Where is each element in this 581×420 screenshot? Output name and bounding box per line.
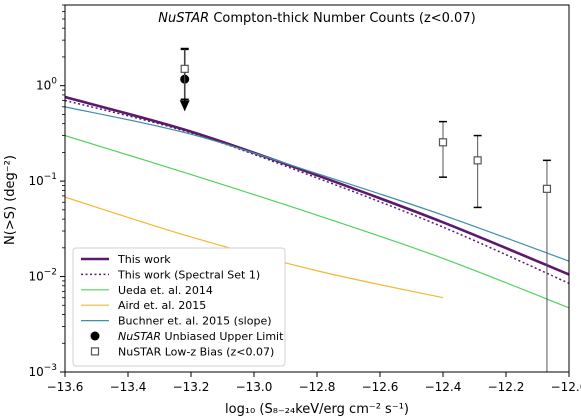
- chart-title-italic: NuSTAR: [158, 11, 209, 26]
- chart-title: NuSTAR Compton-thick Number Counts (z<0.…: [158, 11, 475, 26]
- low-z-point-4: [542, 184, 552, 193]
- y-tick-label: 10−2: [28, 268, 57, 284]
- low-z-point-1: [180, 64, 189, 73]
- legend-label-4: Aird et. al. 2015: [118, 299, 206, 312]
- low-z-point-3: [473, 156, 482, 165]
- legend-frame: [72, 247, 286, 367]
- x-tick-label: −12.4: [425, 380, 462, 394]
- x-tick-label: −13.0: [236, 380, 273, 394]
- legend-swatch-upper-limit: [90, 331, 100, 341]
- legend: This work This work (Spectral Set 1) Ueda …: [72, 247, 286, 367]
- y-tick-label: 10−1: [28, 172, 57, 188]
- x-tick-label: −12.2: [488, 380, 525, 394]
- legend-label-1: This work: [117, 253, 171, 266]
- x-axis-label: log₁₀ (S₈₋₂₄keV/erg cm⁻² s⁻¹): [225, 402, 409, 417]
- low-z-point-2: [438, 138, 448, 147]
- x-tick-label: −12.6: [362, 380, 399, 394]
- x-tick-label: −13.2: [173, 380, 210, 394]
- x-tick-label: −13.6: [47, 380, 84, 394]
- series-line-5: [65, 106, 569, 262]
- legend-label-2: This work (Spectral Set 1): [117, 268, 260, 281]
- upper-limit-arrow: [179, 100, 190, 112]
- series-line-2: [65, 99, 569, 284]
- legend-label-low-z: NuSTAR Low-z Bias (z<0.07): [118, 345, 274, 358]
- x-tick-label: −12.0: [551, 380, 581, 394]
- series-line-3: [65, 134, 569, 309]
- chart-title-rest: Compton-thick Number Counts (z<0.07): [209, 11, 476, 26]
- legend-label-5: Buchner et. al. 2015 (slope): [118, 315, 272, 328]
- y-axis-label: N(>S) (deg⁻²): [3, 155, 18, 245]
- legend-swatch-low-z: [90, 347, 100, 356]
- x-tick-label: −12.8: [299, 380, 336, 394]
- y-tick-label: 100: [36, 77, 57, 93]
- legend-label-upper-limit: NuSTAR Unbiased Upper Limit: [118, 330, 284, 343]
- x-tick-label: −13.4: [110, 380, 147, 394]
- plot-frame: [64, 4, 570, 373]
- series-line-1: [65, 95, 569, 276]
- y-tick-label: 10−3: [28, 363, 57, 379]
- legend-label-3: Ueda et. al. 2014: [118, 284, 213, 297]
